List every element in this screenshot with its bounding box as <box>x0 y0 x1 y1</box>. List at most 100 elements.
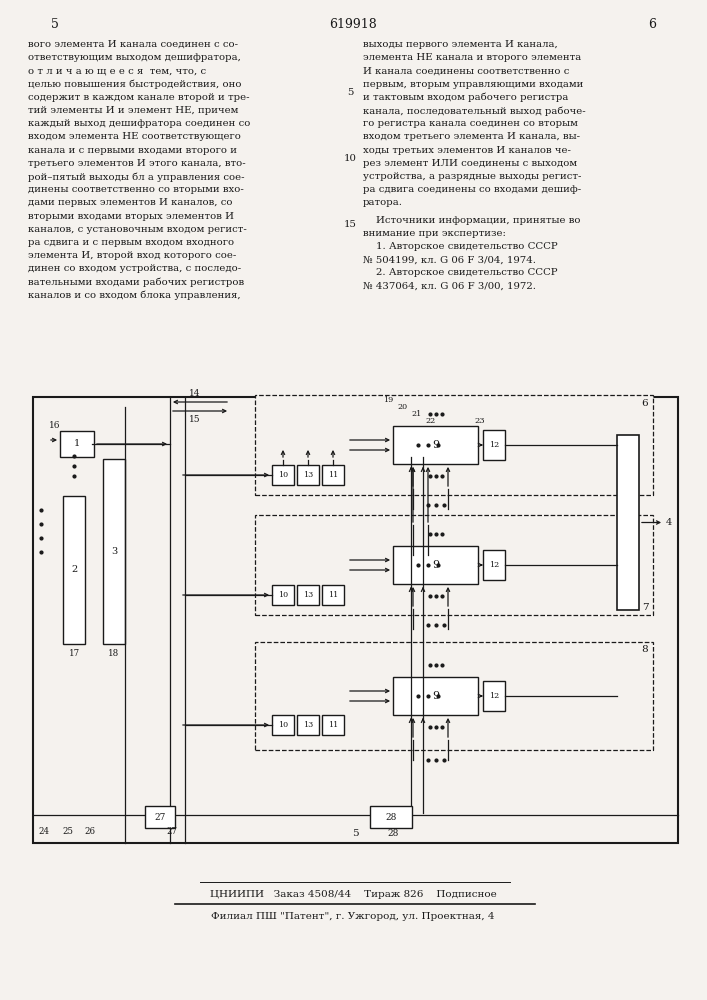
Text: каналов, с установочным входом регист-: каналов, с установочным входом регист- <box>28 225 247 234</box>
Bar <box>617 435 639 610</box>
Text: И канала соединены соответственно с: И канала соединены соответственно с <box>363 66 569 75</box>
Bar <box>370 806 412 828</box>
Text: вого элемента И канала соединен с со-: вого элемента И канала соединен с со- <box>28 40 238 49</box>
Text: рой–пятый выходы бл а управления сое-: рой–пятый выходы бл а управления сое- <box>28 172 245 182</box>
Text: ходы третьих элементов И каналов че-: ходы третьих элементов И каналов че- <box>363 146 571 155</box>
Text: № 504199, кл. G 06 F 3/04, 1974.: № 504199, кл. G 06 F 3/04, 1974. <box>363 255 536 264</box>
Bar <box>255 515 653 615</box>
Text: 9: 9 <box>432 560 439 570</box>
Text: 19: 19 <box>383 396 393 404</box>
Bar <box>393 426 478 464</box>
Text: 11: 11 <box>328 591 338 599</box>
Text: 3: 3 <box>111 547 117 556</box>
Text: № 437064, кл. G 06 F 3/00, 1972.: № 437064, кл. G 06 F 3/00, 1972. <box>363 282 536 291</box>
Text: 10: 10 <box>278 591 288 599</box>
Text: 26: 26 <box>85 826 95 836</box>
Text: го регистра канала соединен со вторым: го регистра канала соединен со вторым <box>363 119 578 128</box>
Text: 2: 2 <box>71 566 77 574</box>
Text: 21: 21 <box>411 410 421 418</box>
Text: 1. Авторское свидетельство СССР: 1. Авторское свидетельство СССР <box>363 242 558 251</box>
Text: 9: 9 <box>432 691 439 701</box>
Bar <box>322 465 344 485</box>
Bar <box>272 715 294 735</box>
Bar <box>322 715 344 735</box>
Text: динен со входом устройства, с последо-: динен со входом устройства, с последо- <box>28 264 241 273</box>
Bar <box>103 459 125 644</box>
Text: 13: 13 <box>303 721 313 729</box>
Text: 1: 1 <box>74 440 80 448</box>
Text: 11: 11 <box>328 721 338 729</box>
Text: тий элементы И и элемент НЕ, причем: тий элементы И и элемент НЕ, причем <box>28 106 238 115</box>
Text: ра сдвига и с первым входом входного: ра сдвига и с первым входом входного <box>28 238 234 247</box>
Bar <box>255 642 653 750</box>
Text: 2. Авторское свидетельство СССР: 2. Авторское свидетельство СССР <box>363 268 558 277</box>
Text: 14: 14 <box>189 389 201 398</box>
Text: ра сдвига соединены со входами дешиф-: ра сдвига соединены со входами дешиф- <box>363 185 581 194</box>
Bar <box>272 465 294 485</box>
Text: выходы первого элемента И канала,: выходы первого элемента И канала, <box>363 40 558 49</box>
Text: 4: 4 <box>666 518 672 527</box>
Text: 17: 17 <box>69 650 80 658</box>
Text: о т л и ч а ю щ е е с я  тем, что, с: о т л и ч а ю щ е е с я тем, что, с <box>28 66 206 75</box>
Text: 23: 23 <box>474 417 485 425</box>
Bar <box>297 715 319 735</box>
Text: 12: 12 <box>489 692 499 700</box>
Text: 24: 24 <box>38 826 49 836</box>
Text: канала, последовательный выход рабоче-: канала, последовательный выход рабоче- <box>363 106 585 115</box>
Text: 13: 13 <box>303 591 313 599</box>
Text: 5: 5 <box>352 828 359 838</box>
Text: 16: 16 <box>49 422 61 430</box>
Bar <box>483 681 505 711</box>
Text: 27: 27 <box>154 812 165 822</box>
Bar <box>272 585 294 605</box>
Text: 18: 18 <box>108 650 119 658</box>
Text: содержит в каждом канале второй и тре-: содержит в каждом канале второй и тре- <box>28 93 250 102</box>
Text: первым, вторым управляющими входами: первым, вторым управляющими входами <box>363 80 583 89</box>
Text: внимание при экспертизе:: внимание при экспертизе: <box>363 229 506 238</box>
Text: 5: 5 <box>51 17 59 30</box>
Text: 6: 6 <box>648 17 656 30</box>
Bar <box>297 465 319 485</box>
Text: каналов и со входом блока управления,: каналов и со входом блока управления, <box>28 291 240 300</box>
Text: Источники информации, принятые во: Источники информации, принятые во <box>363 216 580 225</box>
Text: ответствующим выходом дешифратора,: ответствующим выходом дешифратора, <box>28 53 241 62</box>
Text: ЦНИИПИ   Заказ 4508/44    Тираж 826    Подписное: ЦНИИПИ Заказ 4508/44 Тираж 826 Подписное <box>209 890 496 899</box>
Bar <box>483 550 505 580</box>
Text: динены соответственно со вторыми вхо-: динены соответственно со вторыми вхо- <box>28 185 244 194</box>
Text: 619918: 619918 <box>329 17 377 30</box>
Text: 9: 9 <box>432 440 439 450</box>
Text: 7: 7 <box>642 602 648 611</box>
Text: 6: 6 <box>642 398 648 408</box>
Text: 5: 5 <box>347 88 354 97</box>
Text: элемента НЕ канала и второго элемента: элемента НЕ канала и второго элемента <box>363 53 581 62</box>
Bar <box>60 431 94 457</box>
Text: 15: 15 <box>344 220 356 229</box>
Text: вторыми входами вторых элементов И: вторыми входами вторых элементов И <box>28 212 234 221</box>
Text: Филиал ПШ "Патент", г. Ужгород, ул. Проектная, 4: Филиал ПШ "Патент", г. Ужгород, ул. Прое… <box>211 912 495 921</box>
Text: 28: 28 <box>385 812 397 822</box>
Text: целью повышения быстродействия, оно: целью повышения быстродействия, оно <box>28 80 242 89</box>
Text: ратора.: ратора. <box>363 198 403 207</box>
Text: элемента И, второй вход которого сое-: элемента И, второй вход которого сое- <box>28 251 236 260</box>
Text: 10: 10 <box>344 154 356 163</box>
Bar <box>145 806 175 828</box>
Text: 25: 25 <box>62 826 74 836</box>
Text: дами первых элементов И каналов, со: дами первых элементов И каналов, со <box>28 198 233 207</box>
Text: рез элемент ИЛИ соединены с выходом: рез элемент ИЛИ соединены с выходом <box>363 159 577 168</box>
Text: входом элемента НЕ соответствующего: входом элемента НЕ соответствующего <box>28 132 241 141</box>
Text: и тактовым входом рабочего регистра: и тактовым входом рабочего регистра <box>363 93 568 102</box>
Bar <box>393 677 478 715</box>
Bar <box>33 397 678 843</box>
Text: 12: 12 <box>489 441 499 449</box>
Text: 10: 10 <box>278 721 288 729</box>
Text: 12: 12 <box>489 561 499 569</box>
Text: канала и с первыми входами второго и: канала и с первыми входами второго и <box>28 146 237 155</box>
Bar <box>255 395 653 495</box>
Bar <box>322 585 344 605</box>
Text: входом третьего элемента И канала, вы-: входом третьего элемента И канала, вы- <box>363 132 580 141</box>
Bar <box>483 430 505 460</box>
Text: третьего элементов И этого канала, вто-: третьего элементов И этого канала, вто- <box>28 159 245 168</box>
Text: устройства, а разрядные выходы регист-: устройства, а разрядные выходы регист- <box>363 172 581 181</box>
Text: 20: 20 <box>397 403 407 411</box>
Text: 27: 27 <box>167 826 177 836</box>
